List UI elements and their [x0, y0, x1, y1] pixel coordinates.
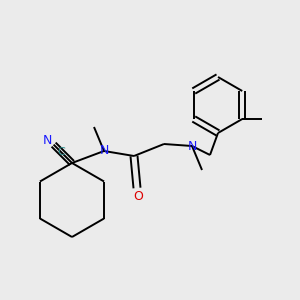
- Text: C: C: [58, 147, 65, 157]
- Text: N: N: [99, 145, 109, 158]
- Text: N: N: [187, 140, 197, 152]
- Text: N: N: [43, 134, 52, 147]
- Text: O: O: [133, 190, 143, 203]
